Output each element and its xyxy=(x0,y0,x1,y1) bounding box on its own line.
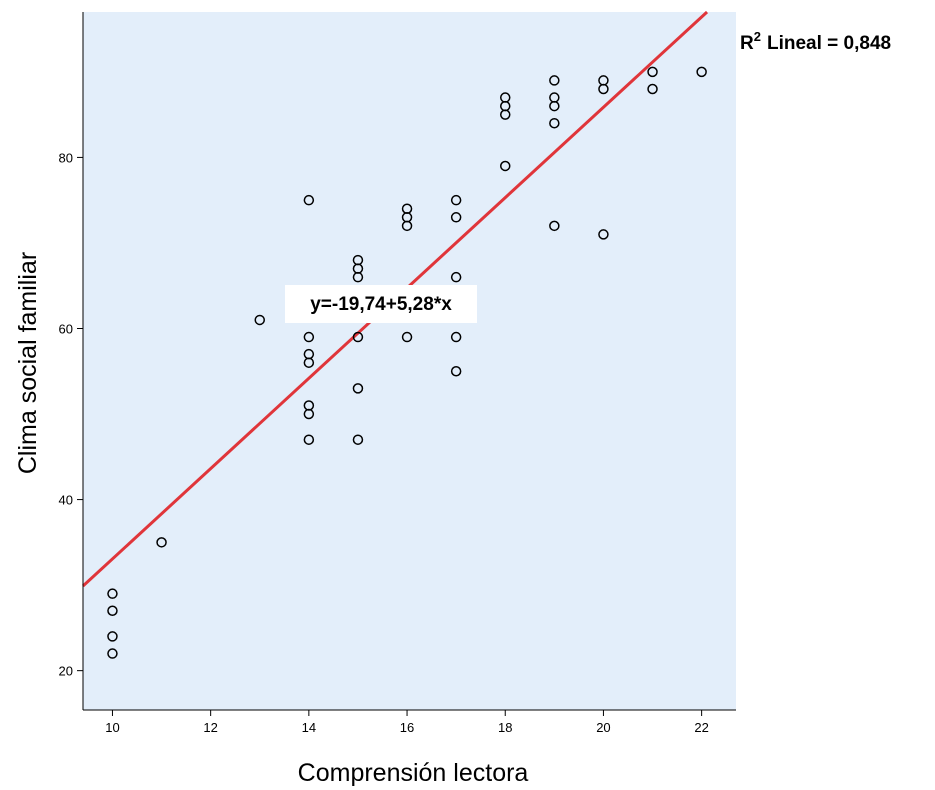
r2-prefix: R xyxy=(740,33,754,54)
data-point xyxy=(549,75,560,86)
data-point xyxy=(549,117,560,129)
data-point xyxy=(499,109,511,120)
equation-text: y=-19,74+5,28*x xyxy=(310,294,452,315)
equation-label-box xyxy=(285,285,477,323)
x-tick-label: 16 xyxy=(400,720,414,735)
data-point xyxy=(303,357,315,368)
data-point xyxy=(352,331,364,343)
y-tick-label: 80 xyxy=(59,150,73,165)
data-point xyxy=(549,220,560,232)
data-point xyxy=(352,434,364,445)
y-axis-title: Clima social familiar xyxy=(14,252,42,474)
data-point xyxy=(303,434,315,445)
data-point xyxy=(696,66,707,78)
x-tick-label: 18 xyxy=(498,720,512,735)
data-point xyxy=(450,212,462,223)
r2-label: R2 Lineal = 0,848 xyxy=(740,29,891,54)
plot-area xyxy=(83,12,736,710)
data-point xyxy=(303,194,315,206)
data-point xyxy=(401,220,413,232)
data-point xyxy=(450,271,462,283)
data-point xyxy=(401,331,413,343)
data-point xyxy=(107,631,118,642)
data-point xyxy=(107,605,118,617)
data-point xyxy=(450,366,462,377)
data-point xyxy=(303,408,315,420)
data-point xyxy=(598,83,609,95)
data-point xyxy=(107,648,118,659)
r2-superscript: 2 xyxy=(754,29,761,44)
axes: 10 12 14 16 18 20 22 20 40 60 80 xyxy=(59,12,736,735)
x-tick-label: 14 xyxy=(302,720,316,735)
y-tick-label: 20 xyxy=(59,664,73,679)
data-point xyxy=(254,314,266,326)
y-tick-label: 60 xyxy=(59,321,73,336)
equation-label: y=-19,74+5,28*x xyxy=(285,285,477,323)
x-tick-label: 10 xyxy=(105,720,119,735)
data-point xyxy=(647,66,658,78)
data-point xyxy=(352,271,364,283)
data-point xyxy=(156,537,167,548)
data-point xyxy=(107,588,118,599)
data-point xyxy=(450,331,462,343)
x-tick-label: 12 xyxy=(203,720,217,735)
data-point xyxy=(598,229,609,240)
x-tick-label: 22 xyxy=(694,720,708,735)
data-point xyxy=(647,83,658,95)
data-point xyxy=(499,160,511,172)
data-point xyxy=(549,100,560,112)
data-point xyxy=(303,331,315,343)
data-point xyxy=(450,194,462,206)
data-point xyxy=(352,383,364,394)
x-axis-title: Comprensión lectora xyxy=(298,759,529,787)
y-tick-label: 40 xyxy=(59,493,73,508)
x-tick-label: 20 xyxy=(596,720,610,735)
r2-value: Lineal = 0,848 xyxy=(767,33,891,54)
